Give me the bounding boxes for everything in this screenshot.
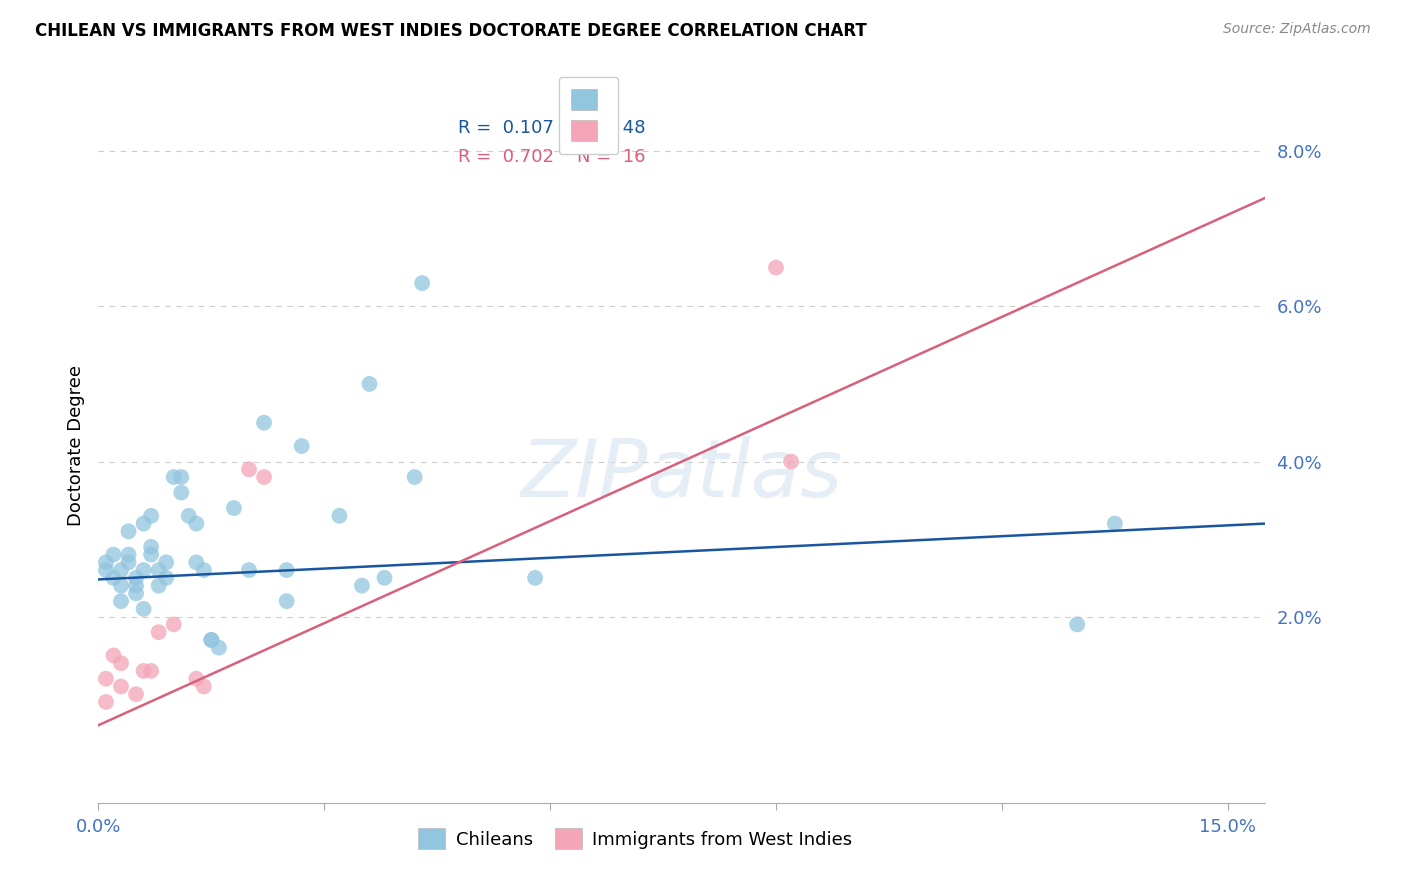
Point xyxy=(765,260,787,275)
Point xyxy=(103,571,125,585)
Point xyxy=(276,563,298,577)
Point xyxy=(125,586,148,600)
Point xyxy=(238,563,260,577)
Point xyxy=(163,617,186,632)
Point xyxy=(163,470,186,484)
Point xyxy=(148,563,170,577)
Point xyxy=(155,555,177,569)
Point xyxy=(193,563,215,577)
Text: CHILEAN VS IMMIGRANTS FROM WEST INDIES DOCTORATE DEGREE CORRELATION CHART: CHILEAN VS IMMIGRANTS FROM WEST INDIES D… xyxy=(35,22,868,40)
Point xyxy=(110,579,132,593)
Point xyxy=(94,563,117,577)
Point xyxy=(253,470,276,484)
Point xyxy=(117,548,139,562)
Point xyxy=(132,664,155,678)
Point xyxy=(238,462,260,476)
Point xyxy=(186,555,208,569)
Point xyxy=(222,501,245,516)
Point xyxy=(200,632,222,647)
Point xyxy=(125,687,148,701)
Point xyxy=(139,664,162,678)
Point xyxy=(117,555,139,569)
Point xyxy=(110,563,132,577)
Point xyxy=(200,632,222,647)
Text: R =  0.107    N =  48: R = 0.107 N = 48 xyxy=(458,120,645,137)
Point xyxy=(94,555,117,569)
Point xyxy=(1104,516,1126,531)
Point xyxy=(411,276,433,290)
Point xyxy=(177,508,200,523)
Point xyxy=(94,672,117,686)
Point xyxy=(110,656,132,670)
Text: Source: ZipAtlas.com: Source: ZipAtlas.com xyxy=(1223,22,1371,37)
Point xyxy=(125,579,148,593)
Point xyxy=(186,672,208,686)
Point xyxy=(170,470,193,484)
Point xyxy=(276,594,298,608)
Point xyxy=(253,416,276,430)
Point xyxy=(132,602,155,616)
Point xyxy=(193,680,215,694)
Point xyxy=(359,376,381,391)
Point xyxy=(170,485,193,500)
Point xyxy=(208,640,231,655)
Point xyxy=(103,648,125,663)
Point xyxy=(125,571,148,585)
Point xyxy=(350,579,373,593)
Point xyxy=(155,571,177,585)
Point xyxy=(139,508,162,523)
Legend: Chileans, Immigrants from West Indies: Chileans, Immigrants from West Indies xyxy=(409,819,862,858)
Point xyxy=(139,540,162,554)
Text: ZIPatlas: ZIPatlas xyxy=(520,435,844,514)
Point xyxy=(524,571,547,585)
Point xyxy=(110,680,132,694)
Point xyxy=(117,524,139,539)
Y-axis label: Doctorate Degree: Doctorate Degree xyxy=(66,366,84,526)
Point xyxy=(148,625,170,640)
Text: R =  0.702    N =  16: R = 0.702 N = 16 xyxy=(458,148,645,166)
Point xyxy=(94,695,117,709)
Point xyxy=(404,470,426,484)
Point xyxy=(132,563,155,577)
Point xyxy=(148,579,170,593)
Point xyxy=(186,516,208,531)
Point xyxy=(1066,617,1088,632)
Point xyxy=(291,439,314,453)
Point xyxy=(780,454,803,468)
Point xyxy=(103,548,125,562)
Point xyxy=(110,594,132,608)
Point xyxy=(373,571,395,585)
Point xyxy=(132,516,155,531)
Point xyxy=(328,508,350,523)
Point xyxy=(139,548,162,562)
